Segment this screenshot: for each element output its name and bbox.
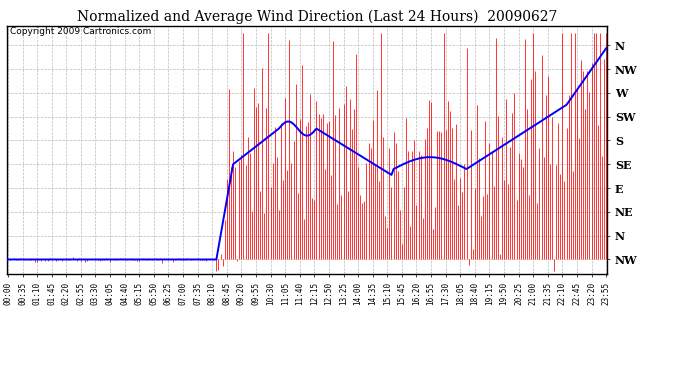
Text: Copyright 2009 Cartronics.com: Copyright 2009 Cartronics.com <box>10 27 151 36</box>
Text: Normalized and Average Wind Direction (Last 24 Hours)  20090627: Normalized and Average Wind Direction (L… <box>77 9 558 24</box>
